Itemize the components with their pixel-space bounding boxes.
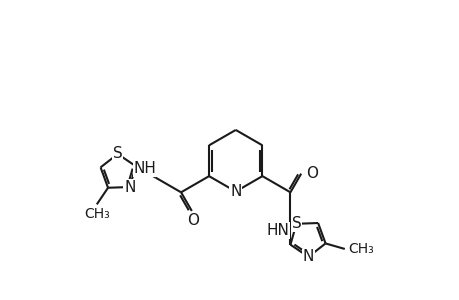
- Text: CH₃: CH₃: [347, 242, 373, 256]
- Text: N: N: [230, 184, 241, 199]
- Text: HN: HN: [265, 223, 288, 238]
- Text: CH₃: CH₃: [84, 207, 109, 221]
- Text: O: O: [187, 213, 199, 228]
- Text: O: O: [305, 166, 317, 181]
- Text: S: S: [112, 146, 122, 161]
- Text: NH: NH: [133, 161, 156, 176]
- Text: S: S: [291, 216, 301, 231]
- Text: N: N: [302, 249, 313, 264]
- Text: N: N: [124, 179, 135, 194]
